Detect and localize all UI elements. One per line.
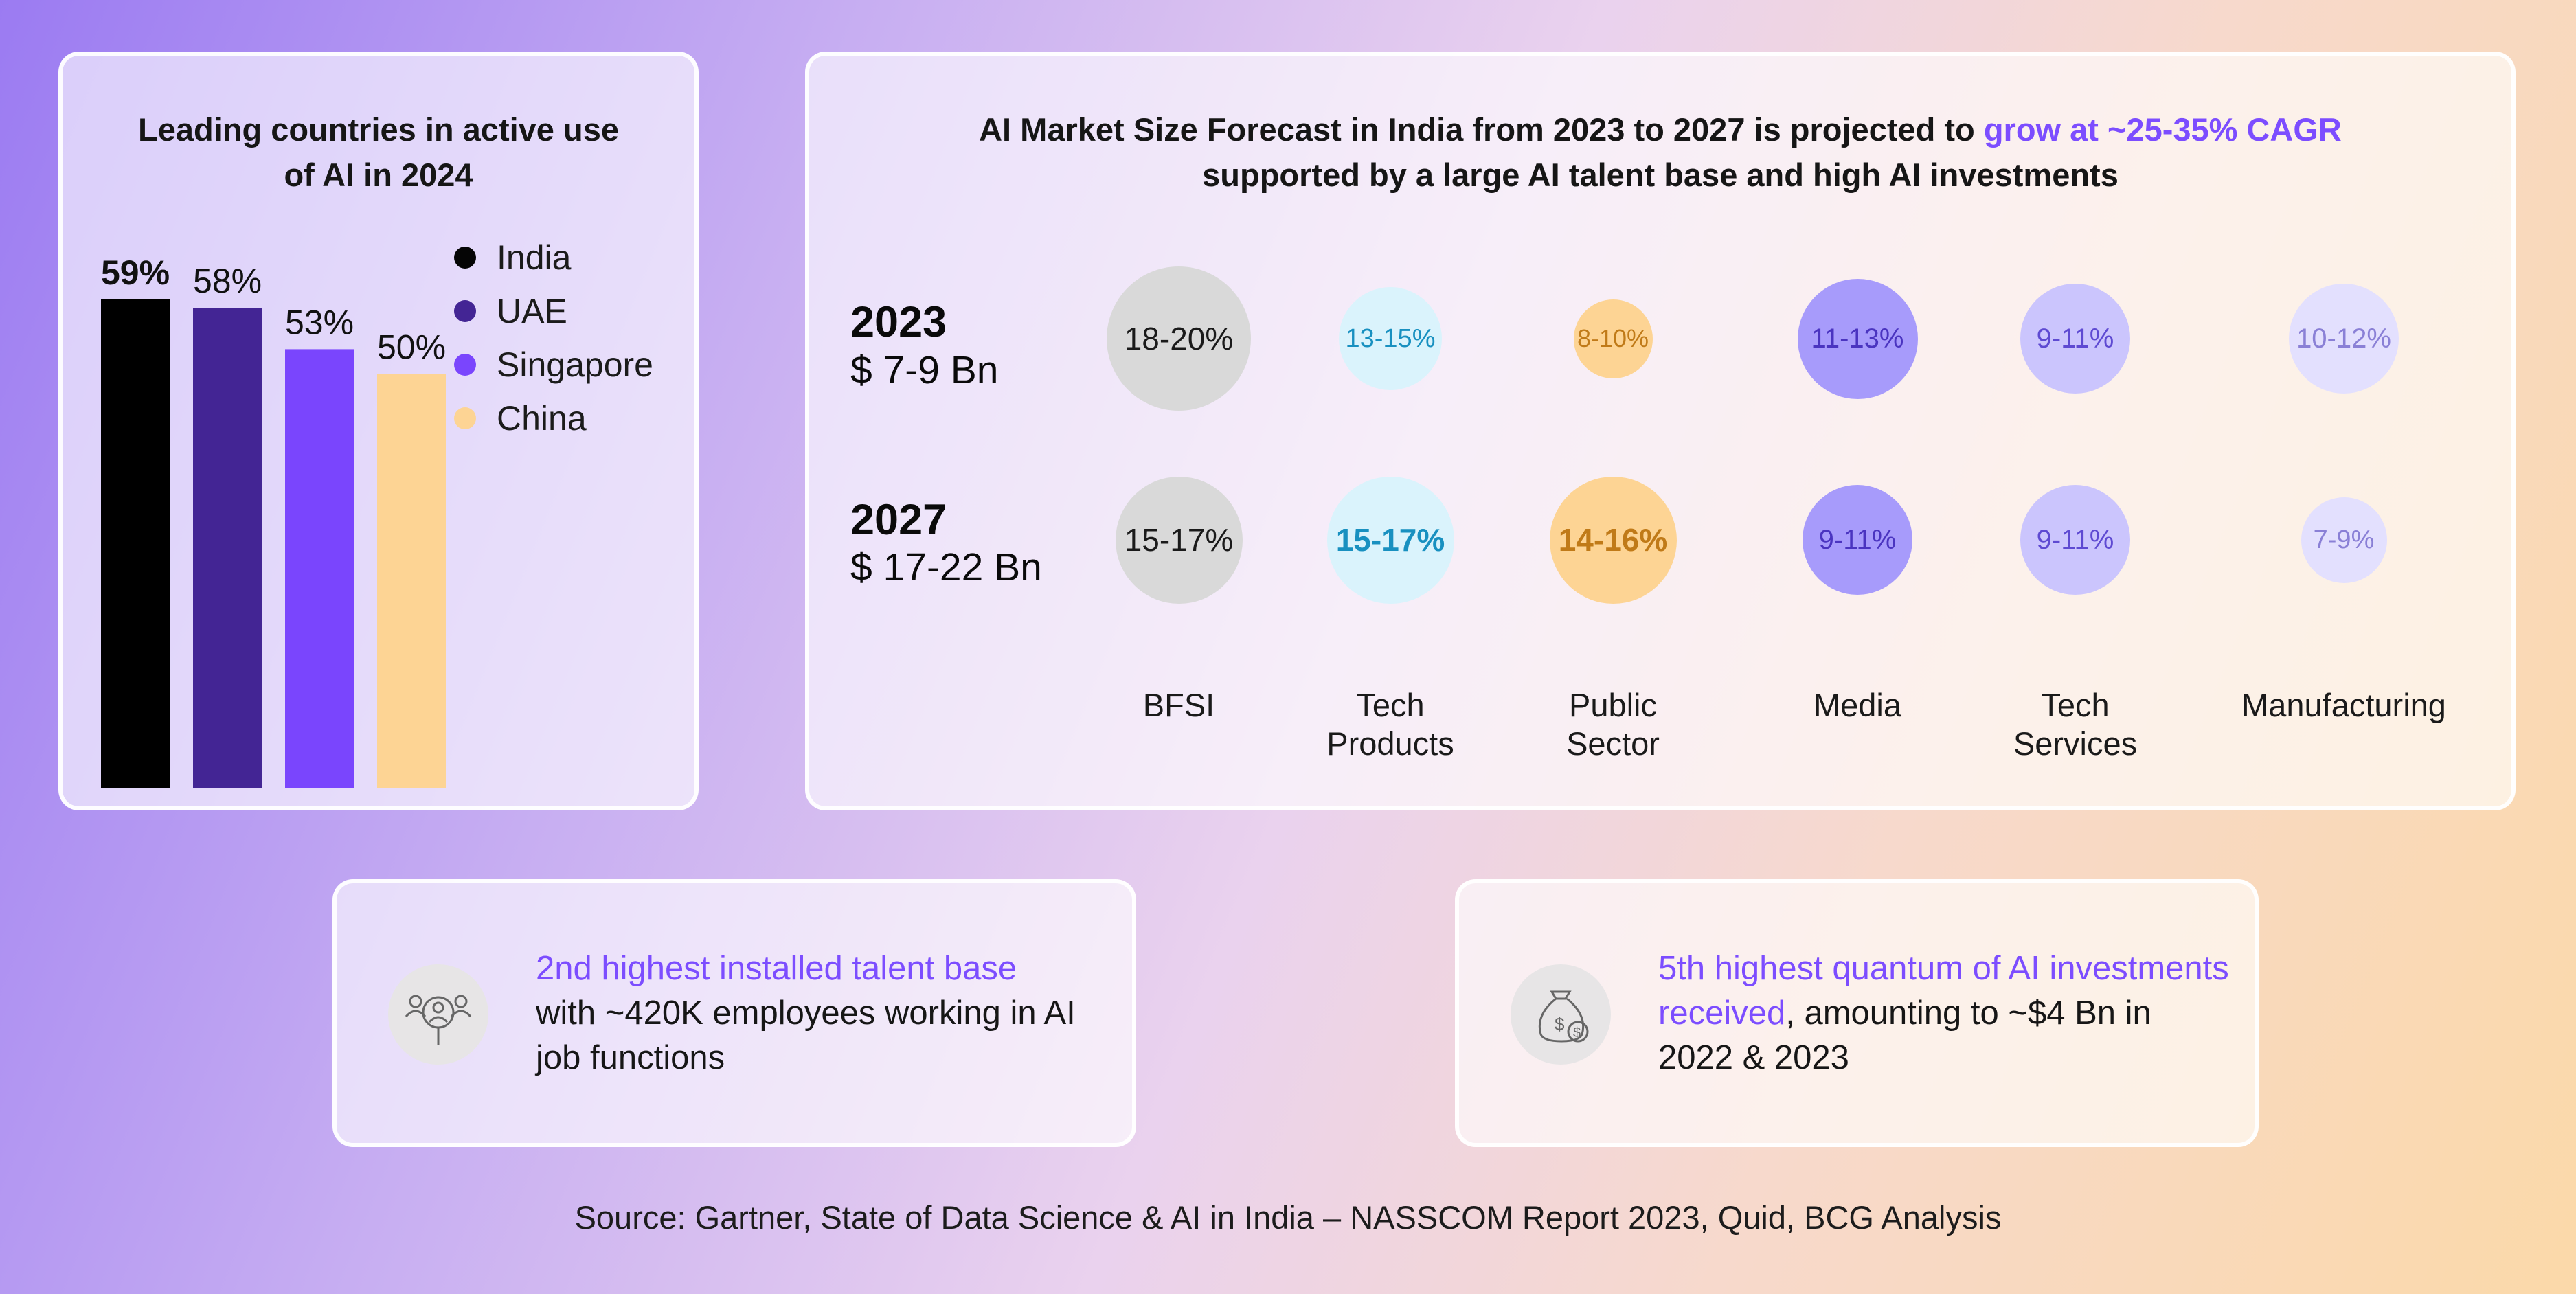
legend-item-china: China (454, 391, 653, 445)
talent-stat-body: with ~420K employees working in AI job f… (536, 995, 1076, 1076)
sector-label: BFSI (1142, 687, 1215, 723)
country-chart-card: Leading countries in active use of AI in… (58, 52, 699, 810)
sector-label: Media (1813, 687, 1901, 723)
bubble-2023: 8-10% (1573, 299, 1653, 378)
bubble-2027: 14-16% (1549, 476, 1677, 604)
legend-swatch (454, 247, 476, 269)
legend-label: UAE (497, 292, 567, 330)
bubble-2023: 18-20% (1107, 266, 1251, 411)
bubble-2023: 13-15% (1339, 287, 1442, 390)
bar-value-label: 59% (101, 253, 170, 292)
forecast-title: AI Market Size Forecast in India from 20… (809, 107, 2511, 198)
bar-chart-title-line2: of AI in 2024 (284, 157, 473, 193)
forecast-card: AI Market Size Forecast in India from 20… (805, 52, 2516, 810)
bubble-2027: 9-11% (2020, 485, 2130, 595)
bubble-2023: 11-13% (1797, 278, 1918, 399)
forecast-title-text: AI Market Size Forecast in India from 20… (979, 111, 1984, 148)
legend-swatch (454, 300, 476, 322)
bubble-2027: 15-17% (1326, 476, 1454, 604)
size-2023-label: $ 7-9 Bn (850, 348, 999, 392)
talent-stat-highlight: 2nd highest installed talent base (536, 950, 1017, 987)
legend-item-uae: UAE (454, 284, 653, 338)
investment-stat-card: $ $ 5th highest quantum of AI investment… (1455, 879, 2259, 1147)
bar-chart-title: Leading countries in active use of AI in… (63, 107, 694, 198)
money-bag-icon: $ $ (1511, 964, 1611, 1065)
legend-label: Singapore (497, 345, 653, 384)
bubble-2023: 9-11% (2020, 284, 2130, 394)
legend-label: China (497, 399, 587, 438)
investment-stat-body: , amounting to ~$4 Bn in 2022 & 2023 (1658, 995, 2151, 1076)
size-2027-label: $ 17-22 Bn (850, 545, 1042, 589)
bar-uae (193, 308, 262, 788)
bar-india (101, 299, 170, 788)
bar-singapore (285, 349, 354, 789)
sector-label: Manufacturing (2241, 687, 2446, 723)
bar-chart-legend: India UAE Singapore China (454, 231, 653, 445)
legend-swatch (454, 354, 476, 376)
bubble-2027: 15-17% (1115, 476, 1243, 604)
talent-stat-card: 2nd highest installed talent base with ~… (332, 879, 1136, 1147)
sector-label: Public Sector (1566, 687, 1660, 762)
year-2023-label: 2023 (850, 298, 947, 346)
svg-text:$: $ (1555, 1014, 1565, 1034)
bar-value-label: 58% (193, 262, 262, 300)
bubble-2027: 9-11% (1803, 485, 1912, 595)
sector-label: Tech Products (1326, 687, 1454, 762)
legend-item-singapore: Singapore (454, 338, 653, 391)
bar-chart: 59% 58% 53% 50% (101, 253, 446, 789)
talent-search-icon (388, 964, 488, 1065)
forecast-title-line2: supported by a large AI talent base and … (1202, 157, 2119, 193)
sector-label: Tech Services (2013, 687, 2138, 762)
investment-stat-text: 5th highest quantum of AI investments re… (1658, 946, 2235, 1080)
source-note: Source: Gartner, State of Data Science &… (574, 1199, 2002, 1236)
bar-value-label: 50% (377, 328, 446, 367)
investment-stat-highlight: 5th highest quantum of AI investments re… (1658, 950, 2229, 1032)
legend-label: India (497, 238, 572, 277)
legend-swatch (454, 407, 476, 429)
bubble-2023: 10-12% (2289, 284, 2399, 394)
bar-china (377, 374, 446, 788)
bar-chart-title-line1: Leading countries in active use (138, 111, 619, 148)
year-2027-label: 2027 (850, 496, 947, 544)
svg-text:$: $ (1573, 1025, 1581, 1041)
bubble-2027: 7-9% (2301, 497, 2387, 583)
forecast-title-highlight: grow at ~25-35% CAGR (1983, 111, 2342, 148)
talent-stat-text: 2nd highest installed talent base with ~… (536, 946, 1113, 1080)
legend-item-india: India (454, 231, 653, 284)
bar-value-label: 53% (285, 303, 354, 341)
